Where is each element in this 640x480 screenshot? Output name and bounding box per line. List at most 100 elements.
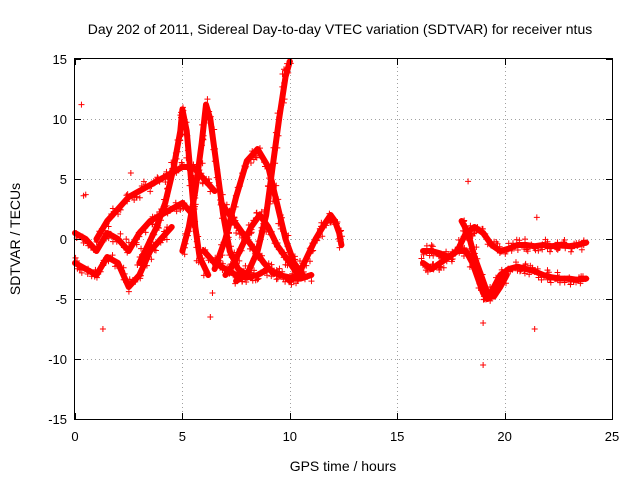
marker-band-4-to-6 [115,211,122,218]
marker-late-dip-cross [473,244,480,251]
marker-late-16-to-24-upper [460,233,467,240]
marker-outliers [78,101,85,108]
x-tick-label: 15 [390,429,404,444]
marker-arc-rise-to-11 [180,112,187,119]
marker-band-mid [133,235,140,242]
marker-steep-arc-to-15 [285,69,292,76]
chart-title: Day 202 of 2011, Sidereal Day-to-day VTE… [88,21,592,37]
marker-arc-rise-to-11-b [190,175,197,182]
marker-arc-rise-to-11 [155,224,162,231]
marker-steep-arc-to-15 [282,67,289,74]
marker-late-16-to-24-lower [449,253,456,260]
marker-late-dip-cross [496,285,503,292]
marker-band-low [161,230,168,237]
marker-band-mid [169,206,176,213]
marker-late-dip-cross [462,225,469,232]
marker-late-dip-cross [487,297,494,304]
marker-hump-7-to-8 [224,239,231,246]
marker-late-16-to-24-upper [583,239,590,246]
marker-late-16-to-24-lower [578,273,585,280]
marker-late-dip-cross [466,237,473,244]
marker-arc-rise-to-11 [192,218,199,225]
marker-band-4-to-6 [151,179,158,186]
marker-crossing-up [280,254,287,261]
marker-band-mid [123,236,130,243]
marker-decline-to-late [293,280,300,287]
marker-late-dip-cross [473,257,480,264]
x-tick-label: 10 [283,429,297,444]
band-band-4-to-6 [93,164,218,242]
marker-late-16-to-24-lower [418,255,425,262]
marker-decline-to-late [308,272,315,278]
marker-hump-7-to-8 [256,145,263,152]
marker-crossing-up [250,217,257,224]
marker-band-4-to-6 [124,191,131,198]
marker-steep-arc-to-15 [272,160,279,167]
marker-crossing-up [238,247,245,254]
marker-late-16-to-24-lower [430,266,437,273]
marker-late-dip-cross [460,218,467,225]
marker-late-16-to-24-upper [514,246,521,253]
y-tick-label: -15 [48,412,67,427]
marker-late-16-to-24-upper [430,252,437,259]
marker-arc-rise-to-11-b [227,243,234,250]
data-points [72,58,590,368]
marker-late-dip-cross [472,261,479,268]
marker-band-4-to-6 [172,167,179,174]
marker-late-16-to-24-upper [535,247,542,254]
marker-steep-arc-to-15 [261,207,268,214]
marker-band-low [163,227,170,234]
marker-late-16-to-24-lower [522,260,529,267]
marker-decline-to-late [243,269,250,276]
marker-arc-rise-to-11-b [204,96,211,103]
marker-hump-7-to-8 [247,159,254,166]
marker-arc-rise-to-11 [196,250,203,257]
marker-tail-to-12 [310,247,317,254]
marker-outliers [233,230,240,236]
marker-late-16-to-24-lower [424,265,431,272]
y-tick-label: -10 [48,352,67,367]
marker-band-mid [79,233,86,240]
marker-late-dip-cross [502,280,509,287]
marker-late-16-to-24-lower [526,271,533,278]
marker-crossing-7-to-10 [233,225,240,232]
marker-crossing-up [224,264,231,271]
marker-tail-to-12 [319,233,326,240]
marker-tail-to-12 [308,244,315,251]
marker-band-mid [138,226,145,233]
marker-outliers [99,326,106,332]
marker-late-16-to-24-upper [578,246,585,253]
marker-band-4-to-6 [108,214,115,221]
marker-band-4-to-6 [155,175,162,182]
marker-hump-7-to-8 [241,162,248,169]
marker-band-4-to-6 [140,178,147,185]
marker-late-16-to-24-upper [568,245,575,252]
marker-band-4-to-6 [161,173,168,180]
marker-steep-arc-to-15 [280,99,287,106]
marker-band-mid [90,246,97,253]
x-tick-label: 20 [497,429,511,444]
marker-late-16-to-24-lower [583,275,590,282]
marker-hump-7-to-8 [270,181,277,188]
marker-band-4-to-6 [154,174,161,181]
marker-hump-7-to-8 [236,183,243,190]
marker-arc-rise-to-11 [180,107,187,114]
marker-band-mid [136,233,143,240]
marker-band-low [152,247,159,254]
marker-decline-to-late [212,254,219,261]
marker-late-16-to-24-lower [437,263,444,270]
marker-late-16-to-24-upper [479,225,486,232]
marker-band-4-to-6 [116,206,123,213]
marker-arc-rise-to-11-b [199,142,206,149]
marker-steep-arc-to-15 [279,83,286,90]
marker-band-4-to-6 [111,209,118,216]
marker-late-16-to-24-upper [488,242,495,249]
marker-crossing-up [229,260,236,267]
marker-late-16-to-24-upper [544,238,551,245]
marker-band-low [72,254,79,261]
marker-arc-rise-to-11 [164,193,171,200]
marker-late-16-to-24-lower [456,249,463,256]
marker-band-low [141,260,148,267]
marker-late-dip-cross [503,272,510,278]
marker-arc-rise-to-11 [161,196,168,203]
